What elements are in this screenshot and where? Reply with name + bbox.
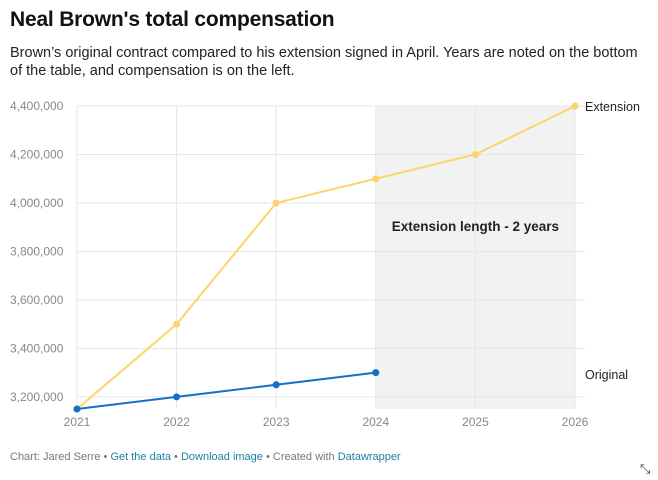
- chart-footer: Chart: Jared Serre • Get the data • Down…: [10, 451, 401, 463]
- extension-data-point: [173, 320, 181, 328]
- extension-series-label: Extension: [585, 100, 640, 114]
- footer-created-with: Created with: [272, 451, 335, 463]
- x-tick-label: 2025: [462, 415, 489, 429]
- original-data-point: [73, 405, 81, 413]
- y-tick-label: 4,400,000: [10, 99, 64, 113]
- original-data-point: [372, 369, 380, 377]
- extension-length-annotation: Extension length - 2 years: [392, 219, 559, 234]
- extension-data-point: [571, 102, 579, 110]
- original-series-label: Original: [585, 368, 628, 382]
- y-tick-label: 3,200,000: [10, 390, 64, 404]
- original-series-line: [76, 371, 376, 410]
- extension-series-line: [76, 105, 576, 410]
- x-tick-label: 2021: [64, 415, 91, 429]
- y-tick-label: 3,800,000: [10, 244, 64, 258]
- x-tick-label: 2022: [163, 415, 190, 429]
- footer-credit: Chart: Jared Serre: [10, 451, 101, 463]
- chart-subtitle: Brown’s original contract compared to hi…: [10, 45, 638, 79]
- original-data-point: [173, 393, 181, 401]
- y-tick-label: 3,600,000: [10, 293, 64, 307]
- y-tick-label: 4,000,000: [10, 196, 64, 210]
- datawrapper-link[interactable]: Datawrapper: [337, 451, 401, 463]
- chart-title: Neal Brown's total compensation: [10, 8, 335, 31]
- y-tick-label: 3,400,000: [10, 341, 64, 355]
- expand-icon[interactable]: ⤡: [640, 461, 651, 476]
- extension-data-point: [471, 150, 479, 158]
- x-tick-label: 2024: [362, 415, 389, 429]
- extension-data-point: [272, 199, 280, 207]
- y-tick-label: 4,200,000: [10, 147, 64, 161]
- download-image-link[interactable]: Download image: [180, 451, 263, 463]
- x-tick-label: 2023: [263, 415, 290, 429]
- get-data-link[interactable]: Get the data: [110, 451, 171, 463]
- x-tick-label: 2026: [562, 415, 589, 429]
- extension-data-point: [372, 175, 380, 183]
- original-data-point: [272, 381, 280, 389]
